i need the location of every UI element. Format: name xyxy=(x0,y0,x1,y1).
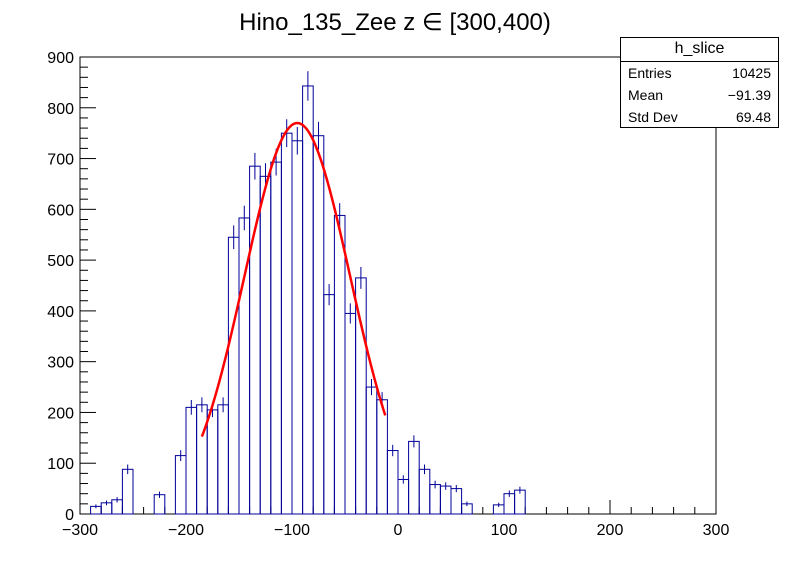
x-tick-label: −100 xyxy=(274,522,310,539)
histogram-bars xyxy=(90,85,526,515)
histogram-bin xyxy=(355,277,367,515)
y-tick-label: 900 xyxy=(47,50,74,67)
stats-row-mean: Mean −91.39 xyxy=(621,84,778,106)
y-tick-label: 300 xyxy=(47,355,74,372)
histogram-bin xyxy=(206,409,219,515)
histogram-bin xyxy=(429,484,441,515)
histogram-bin xyxy=(174,455,187,515)
histogram-bin xyxy=(376,399,388,515)
x-tick-label: 100 xyxy=(491,522,518,539)
stats-value: 69.48 xyxy=(735,109,771,125)
histogram-bin xyxy=(418,468,431,515)
x-tick-label: 300 xyxy=(703,522,730,539)
statistics-box: h_slice Entries 10425 Mean −91.39 Std De… xyxy=(620,37,779,128)
histogram-bin xyxy=(291,140,304,515)
histogram-bin xyxy=(397,478,410,515)
y-tick-label: 100 xyxy=(47,456,74,473)
histogram-bin xyxy=(217,404,229,515)
y-axis: 0 100 200 300 400 500 600 700 800 900 xyxy=(47,50,96,524)
x-tick-label: 200 xyxy=(597,522,624,539)
gaussian-fit-curve xyxy=(200,121,387,438)
stats-value: 10425 xyxy=(732,65,771,81)
stats-label: Std Dev xyxy=(628,109,678,125)
histogram-bin xyxy=(344,312,357,515)
histogram-bin xyxy=(302,85,314,515)
y-tick-label: 500 xyxy=(47,253,74,270)
y-tick-label: 400 xyxy=(47,304,74,321)
stats-label: Mean xyxy=(628,87,664,103)
histogram-bin xyxy=(312,135,325,515)
histogram-bin xyxy=(196,404,208,515)
histogram-bin xyxy=(259,175,272,515)
y-tick-label: 800 xyxy=(47,101,74,118)
y-tick-label: 0 xyxy=(65,507,74,524)
stats-row-entries: Entries 10425 xyxy=(621,62,778,84)
histogram-bin xyxy=(439,485,452,515)
histogram-bin xyxy=(333,214,346,515)
histogram-bin xyxy=(323,294,335,515)
y-tick-label: 600 xyxy=(47,202,74,219)
y-tick-label: 200 xyxy=(47,405,74,422)
stats-title: h_slice xyxy=(621,38,778,62)
x-axis: −300 −200 −100 0 100 200 300 xyxy=(62,500,729,539)
error-bars xyxy=(95,71,521,509)
stats-row-stddev: Std Dev 69.48 xyxy=(621,106,778,128)
histogram-bin xyxy=(227,236,240,515)
histogram-bin xyxy=(280,132,293,515)
histogram-bin xyxy=(386,450,399,515)
histogram-bin xyxy=(365,386,378,515)
histogram-bin xyxy=(121,468,134,515)
x-tick-label: 0 xyxy=(394,522,403,539)
histogram-bin xyxy=(185,406,198,515)
chart-title: Hino_135_Zee z ∈ [300,400) xyxy=(239,9,551,36)
histogram-bin xyxy=(270,161,282,515)
x-tick-label: −300 xyxy=(62,522,98,539)
stats-value: −91.39 xyxy=(727,87,771,103)
histogram-bin xyxy=(450,488,463,515)
stats-label: Entries xyxy=(628,65,672,81)
x-tick-label: −200 xyxy=(168,522,204,539)
histogram-bin xyxy=(514,489,526,515)
histogram-bin xyxy=(408,440,420,515)
y-tick-label: 700 xyxy=(47,152,74,169)
